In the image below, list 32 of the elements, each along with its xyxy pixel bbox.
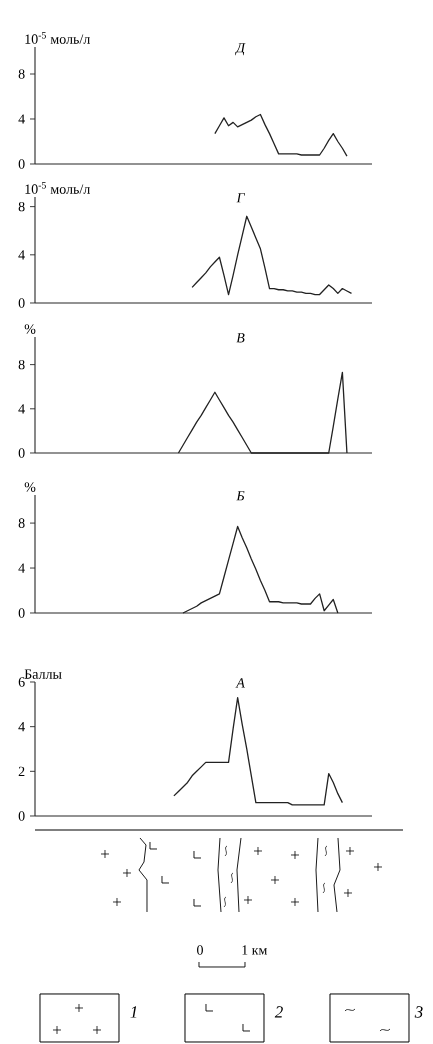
y-axis-title: 10$^{-5}$ моль/л [25, 182, 90, 194]
text: 3 [414, 1006, 423, 1018]
y-tick-label: 8 [18, 518, 25, 528]
line-series [191, 215, 353, 296]
text: 1 [130, 1006, 137, 1018]
y-tick-label: 0 [18, 298, 25, 308]
y-tick-label: 4 [18, 114, 25, 124]
y-tick-label: 0 [18, 811, 25, 821]
text: 2 [274, 1006, 283, 1018]
text: 1 км [242, 945, 268, 955]
y-tick-label: 8 [18, 359, 25, 370]
text: 0 [197, 945, 203, 955]
y-tick-label: 8 [18, 201, 25, 212]
y-tick-label: 6 [18, 677, 25, 687]
y-axis-title: 10$^{-5}$ моль/л [25, 32, 90, 44]
y-axis-title: % [24, 482, 36, 492]
chart-title: Д [235, 43, 246, 56]
y-axis-title: Баллы [24, 669, 62, 679]
y-tick-label: 2 [18, 766, 25, 776]
y-tick-label: 8 [18, 69, 25, 79]
chart-title: Б [236, 491, 245, 501]
y-tick-label: 0 [18, 448, 25, 458]
y-tick-label: 4 [18, 404, 25, 414]
chart-title: Г [236, 193, 245, 203]
chart-title: В [236, 333, 245, 343]
y-tick-label: 4 [18, 250, 25, 260]
y-tick-label: 4 [18, 722, 25, 732]
y-tick-label: 4 [18, 563, 25, 573]
y-tick-label: 0 [18, 608, 25, 618]
y-axis-title: % [24, 324, 36, 334]
chart-title: А [235, 678, 245, 688]
y-tick-label: 0 [18, 159, 25, 169]
